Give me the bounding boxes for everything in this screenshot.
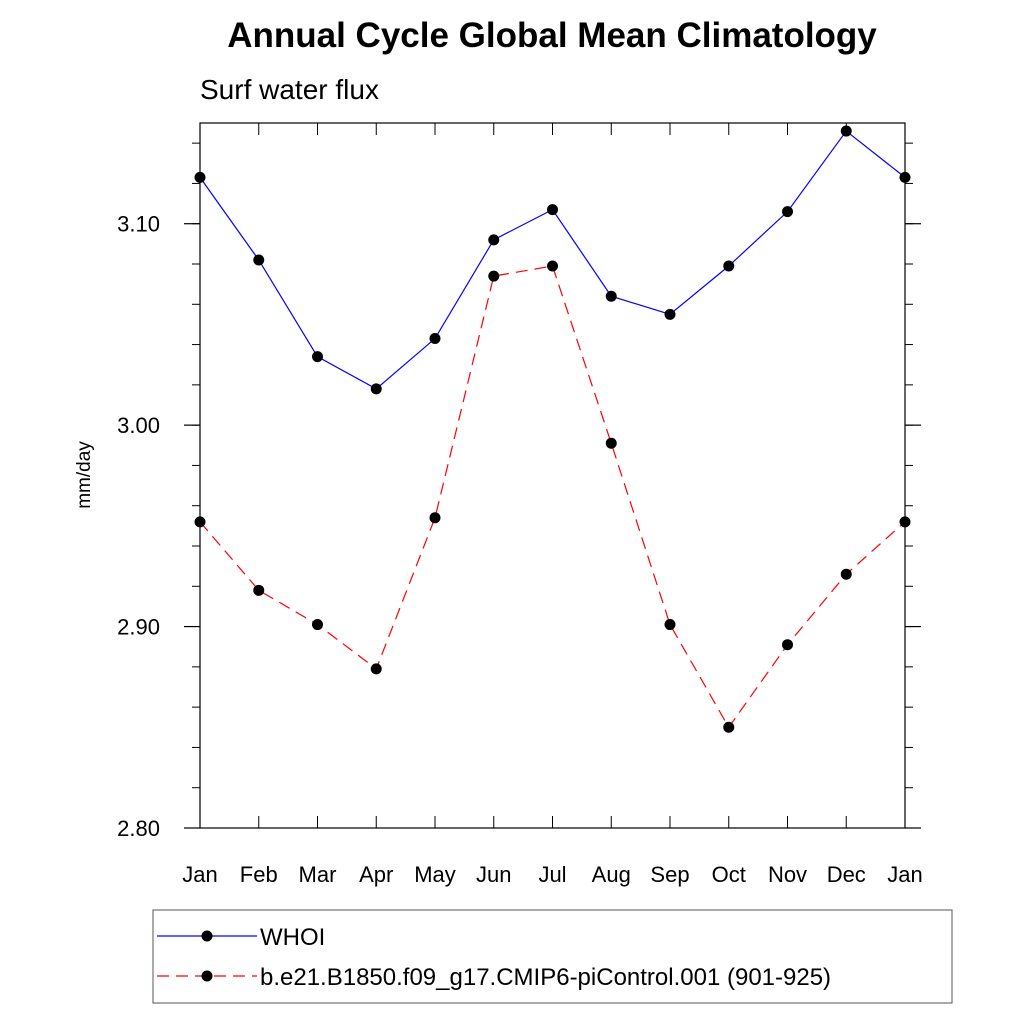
legend-marker-2 (201, 970, 213, 982)
data-point-series-1 (429, 333, 441, 345)
data-point-series-1 (488, 234, 500, 246)
data-point-series-1 (253, 254, 265, 266)
data-point-series-1 (370, 383, 382, 395)
data-point-series-2 (664, 619, 676, 631)
data-point-series-2 (547, 260, 558, 272)
data-point-series-1 (605, 290, 617, 302)
data-point-series-2 (723, 721, 735, 733)
data-point-series-2 (605, 437, 617, 449)
y-tick-label: 2.90 (117, 615, 160, 640)
legend: WHOI b.e21.B1850.f09_g17.CMIP6-piControl.… (157, 924, 831, 991)
legend-label-1: WHOI (260, 924, 325, 951)
series-layer (194, 125, 911, 733)
data-point-series-2 (782, 639, 793, 651)
data-point-series-2 (253, 584, 265, 596)
y-tick-label: 3.00 (117, 413, 160, 438)
y-axis-label: mm/day (74, 441, 95, 509)
data-point-series-1 (723, 260, 735, 272)
x-tick-label: Nov (768, 862, 807, 887)
legend-marker-1 (201, 930, 213, 942)
axis-ticks: Jan Feb Mar Apr May Jun Jul Aug Sep Oct Nov Dec Jan 2… (117, 123, 923, 887)
data-point-series-2 (488, 270, 500, 282)
x-tick-label: Feb (240, 862, 278, 887)
data-point-series-1 (782, 206, 793, 218)
series-line-2 (199, 265, 906, 729)
x-tick-label: Jun (476, 862, 511, 887)
series-line-1 (199, 130, 906, 390)
data-point-series-2 (899, 516, 911, 528)
x-tick-label: Dec (827, 862, 866, 887)
data-point-series-1 (664, 308, 676, 320)
plot-area-frame (199, 122, 906, 829)
data-point-series-2 (370, 663, 382, 675)
data-point-series-2 (840, 568, 852, 580)
data-point-series-1 (312, 351, 323, 363)
chart-subtitle: Surf water flux (200, 74, 379, 105)
x-tick-label: May (414, 862, 456, 887)
data-point-series-1 (194, 171, 206, 183)
data-point-series-1 (547, 204, 558, 216)
y-tick-label: 3.10 (117, 212, 160, 237)
chart-title: Annual Cycle Global Mean Climatology (227, 16, 877, 55)
data-point-series-2 (429, 512, 441, 524)
x-tick-label: Mar (299, 862, 337, 887)
data-point-series-2 (312, 619, 323, 631)
data-point-series-2 (194, 516, 206, 528)
x-tick-label: Jan (887, 862, 922, 887)
data-point-series-1 (899, 171, 911, 183)
legend-label-2: b.e21.B1850.f09_g17.CMIP6-piControl.001 … (260, 964, 831, 991)
data-point-series-1 (840, 125, 852, 137)
x-tick-label: Apr (359, 862, 393, 887)
x-tick-label: Jul (538, 862, 566, 887)
y-tick-label: 2.80 (117, 816, 160, 841)
x-tick-label: Sep (650, 862, 689, 887)
x-tick-label: Oct (712, 862, 746, 887)
x-tick-label: Aug (592, 862, 631, 887)
x-tick-label: Jan (182, 862, 217, 887)
legend-box (152, 909, 953, 1004)
